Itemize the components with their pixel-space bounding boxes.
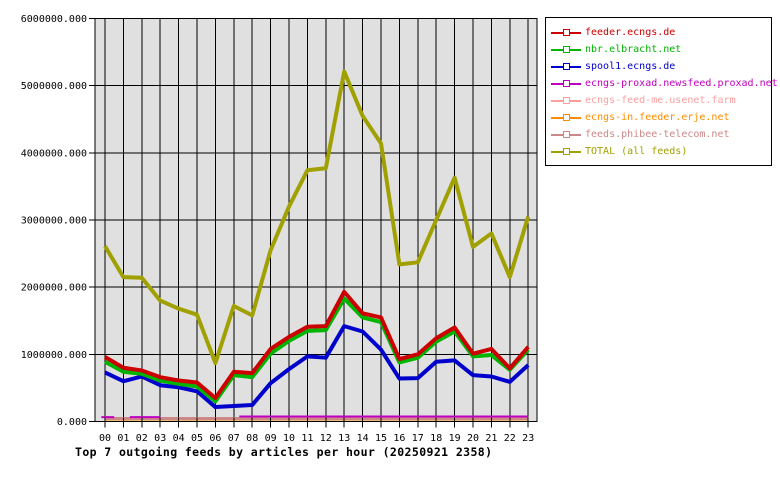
legend-item: nbr.elbracht.net (546, 41, 771, 58)
x-tick-label: 23 (522, 433, 534, 444)
y-tick-label: 1000000.000 (21, 350, 87, 361)
x-tick-label: 11 (301, 433, 313, 444)
x-tick-label: 10 (283, 433, 295, 444)
legend-item: TOTAL (all feeds) (546, 143, 771, 160)
x-tick-label: 16 (393, 433, 405, 444)
legend-label: feeds.phibee-telecom.net (585, 129, 730, 140)
legend-point-marker (563, 114, 570, 121)
x-tick-label: 19 (449, 433, 461, 444)
x-tick-label: 21 (485, 433, 497, 444)
y-tick-label: 4000000.000 (21, 148, 87, 159)
legend-line-sample (551, 24, 581, 41)
y-tick-label: 6000000.000 (21, 14, 87, 25)
legend-item: ecngs-feed-me.usenet.farm (546, 92, 771, 109)
legend: feeder.ecngs.de nbr.elbracht.net spool1.ec… (545, 17, 778, 166)
legend-line-sample (551, 109, 581, 126)
y-tick-label: 2000000.000 (21, 283, 87, 294)
x-tick-label: 12 (320, 433, 332, 444)
legend-point-marker (563, 63, 570, 70)
series-line (103, 289, 530, 400)
legend-point-marker (563, 131, 570, 138)
legend-label: ecngs-proxad.newsfeed.proxad.net (585, 78, 778, 89)
legend-label: feeder.ecngs.de (585, 27, 676, 38)
legend-point-marker (563, 46, 570, 53)
x-tick-label: 02 (136, 433, 148, 444)
legend-item: ecngs-in.feeder.erje.net (546, 109, 771, 126)
legend-line-sample (551, 143, 581, 160)
legend-point-marker (563, 148, 570, 155)
x-tick-label: 04 (173, 433, 185, 444)
legend-line-sample (551, 126, 581, 143)
x-tick-label: 13 (338, 433, 350, 444)
legend-label: ecngs-feed-me.usenet.farm (585, 95, 736, 106)
legend-line-sample (551, 41, 581, 58)
y-tick-label: 5000000.000 (21, 81, 87, 92)
x-tick-label: 15 (375, 433, 387, 444)
x-tick-label: 09 (265, 433, 277, 444)
x-tick-label: 20 (467, 433, 479, 444)
x-tick-label: 05 (191, 433, 203, 444)
legend-item: feeds.phibee-telecom.net (546, 126, 771, 143)
legend-point-marker (563, 29, 570, 36)
series-line (104, 324, 530, 410)
legend-item: ecngs-proxad.newsfeed.proxad.net (546, 75, 778, 92)
y-tick-label: 0.000 (57, 417, 87, 428)
x-tick-label: 17 (412, 433, 424, 444)
x-tick-label: 22 (504, 433, 516, 444)
x-tick-label: 01 (117, 433, 129, 444)
y-tick-label: 3000000.000 (21, 216, 87, 227)
series-line (104, 296, 530, 404)
legend-line-sample (551, 58, 581, 75)
legend-item: spool1.ecngs.de (546, 58, 771, 75)
legend-item: feeder.ecngs.de (546, 24, 771, 41)
legend-label: ecngs-in.feeder.erje.net (585, 112, 730, 123)
legend-line-sample (551, 75, 581, 92)
legend-label: TOTAL (all feeds) (585, 146, 688, 157)
x-tick-label: 14 (357, 433, 369, 444)
chart-title: Top 7 outgoing feeds by articles per hou… (75, 445, 493, 459)
x-tick-label: 18 (430, 433, 442, 444)
legend-point-marker (563, 80, 570, 87)
legend-line-sample (551, 92, 581, 109)
series-line (103, 69, 531, 366)
x-tick-label: 03 (154, 433, 166, 444)
x-tick-label: 06 (209, 433, 221, 444)
legend-point-marker (563, 97, 570, 104)
legend-label: spool1.ecngs.de (585, 61, 676, 72)
x-tick-label: 07 (228, 433, 240, 444)
legend-label: nbr.elbracht.net (585, 44, 682, 55)
x-tick-label: 08 (246, 433, 258, 444)
x-tick-label: 00 (99, 433, 111, 444)
